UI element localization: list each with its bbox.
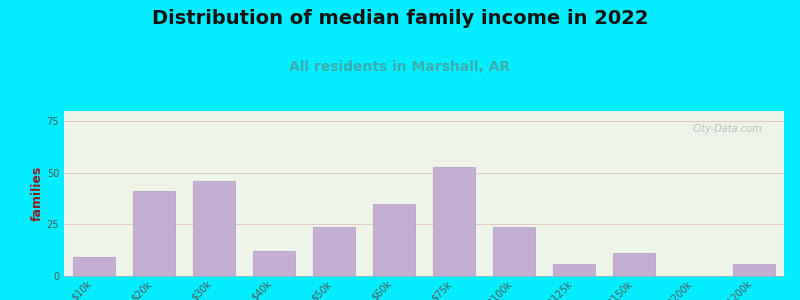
Y-axis label: families: families xyxy=(31,166,44,221)
Bar xyxy=(133,191,175,276)
Bar xyxy=(733,264,775,276)
Bar xyxy=(253,251,295,276)
Bar xyxy=(73,257,115,276)
Bar xyxy=(373,204,415,276)
Bar xyxy=(313,226,355,276)
Bar xyxy=(613,253,655,276)
Text: All residents in Marshall, AR: All residents in Marshall, AR xyxy=(290,60,510,74)
Bar xyxy=(553,264,595,276)
Bar xyxy=(193,181,235,276)
Text: City-Data.com: City-Data.com xyxy=(693,124,762,134)
Text: Distribution of median family income in 2022: Distribution of median family income in … xyxy=(152,9,648,28)
Bar xyxy=(433,167,475,276)
Bar xyxy=(493,226,535,276)
